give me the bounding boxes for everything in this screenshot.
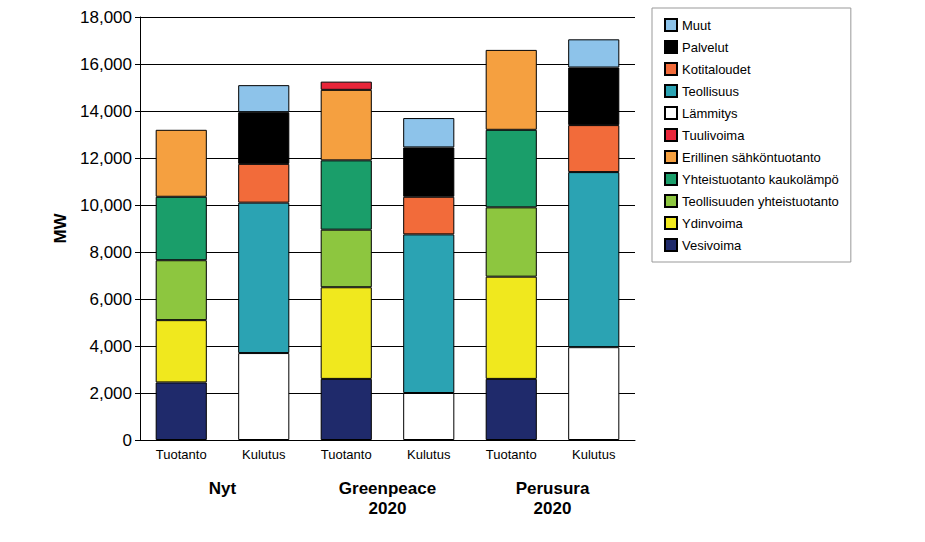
svg-text:Yhteistuotanto kaukolämpö: Yhteistuotanto kaukolämpö bbox=[682, 172, 839, 187]
svg-text:Kulutus: Kulutus bbox=[242, 447, 286, 462]
svg-text:12,000: 12,000 bbox=[80, 149, 132, 168]
svg-text:MW: MW bbox=[51, 212, 70, 243]
svg-text:4,000: 4,000 bbox=[89, 337, 132, 356]
svg-text:0: 0 bbox=[123, 431, 132, 450]
svg-text:Teollisuus: Teollisuus bbox=[682, 84, 740, 99]
svg-text:Kulutus: Kulutus bbox=[572, 447, 616, 462]
svg-text:2,000: 2,000 bbox=[89, 384, 132, 403]
svg-text:6,000: 6,000 bbox=[89, 290, 132, 309]
svg-text:Erillinen sähköntuotanto: Erillinen sähköntuotanto bbox=[682, 150, 821, 165]
svg-text:Kulutus: Kulutus bbox=[407, 447, 451, 462]
svg-text:14,000: 14,000 bbox=[80, 102, 132, 121]
svg-text:Tuotanto: Tuotanto bbox=[321, 447, 372, 462]
svg-text:Lämmitys: Lämmitys bbox=[682, 106, 738, 121]
svg-text:Muut: Muut bbox=[682, 18, 711, 33]
svg-text:Perusura: Perusura bbox=[516, 479, 590, 498]
svg-text:10,000: 10,000 bbox=[80, 196, 132, 215]
svg-text:2020: 2020 bbox=[534, 499, 572, 518]
svg-text:Vesivoima: Vesivoima bbox=[682, 238, 742, 253]
svg-text:Kotitaloudet: Kotitaloudet bbox=[682, 62, 751, 77]
svg-text:Greenpeace: Greenpeace bbox=[339, 479, 436, 498]
svg-text:16,000: 16,000 bbox=[80, 55, 132, 74]
svg-text:8,000: 8,000 bbox=[89, 243, 132, 262]
svg-text:18,000: 18,000 bbox=[80, 8, 132, 27]
svg-text:Palvelut: Palvelut bbox=[682, 40, 729, 55]
svg-text:Nyt: Nyt bbox=[209, 479, 237, 498]
svg-text:Tuulivoima: Tuulivoima bbox=[682, 128, 745, 143]
svg-text:Tuotanto: Tuotanto bbox=[156, 447, 207, 462]
svg-text:Teollisuuden yhteistuotanto: Teollisuuden yhteistuotanto bbox=[682, 194, 839, 209]
svg-text:Tuotanto: Tuotanto bbox=[486, 447, 537, 462]
svg-text:2020: 2020 bbox=[369, 499, 407, 518]
svg-text:Ydinvoima: Ydinvoima bbox=[682, 216, 743, 231]
